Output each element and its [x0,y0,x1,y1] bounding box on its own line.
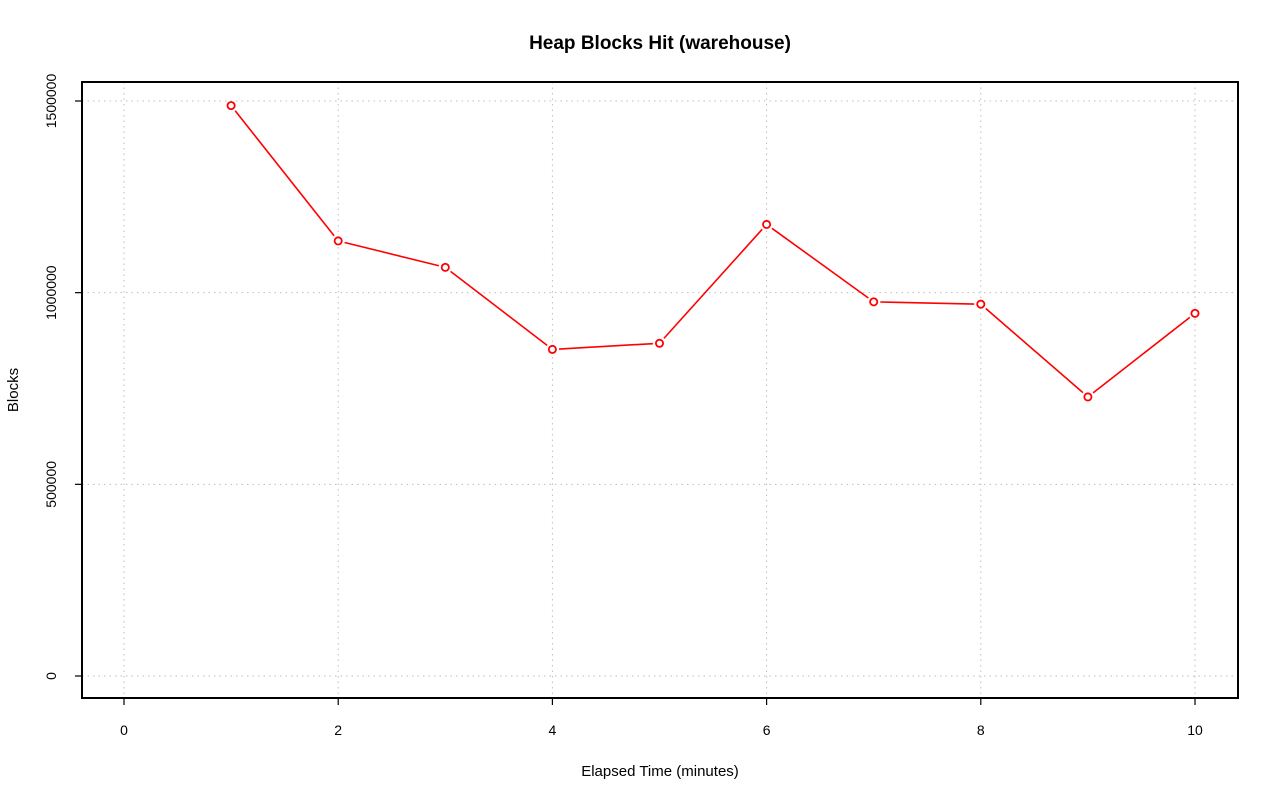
data-point [655,338,665,348]
series-line-segment [450,270,548,347]
data-point [762,219,772,229]
y-tick-label: 1000000 [43,265,59,320]
data-point [869,297,879,307]
data-point [547,344,557,354]
y-tick-label: 0 [43,672,59,680]
data-point [1190,308,1200,318]
data-point [1083,392,1093,402]
data-point [976,299,986,309]
y-axis-label: Blocks [5,368,22,412]
x-tick-label: 6 [763,722,771,738]
series-line-segment [1092,316,1191,394]
x-axis-label: Elapsed Time (minutes) [581,763,739,780]
series-line-segment [234,110,335,237]
y-axis: 0 500000 1000000 1500000 [43,74,83,680]
data-point [333,236,343,246]
x-tick-label: 0 [120,722,128,738]
x-tick-label: 4 [549,722,557,738]
series-line-segment [558,342,653,350]
y-tick-label: 1500000 [43,74,59,129]
plot-frame [81,81,1239,699]
x-tick-label: 2 [334,722,342,738]
series-line-segment [344,241,440,267]
data-point [440,262,450,272]
y-tick-label: 500000 [43,461,59,508]
x-tick-label: 8 [977,722,985,738]
chart-title: Heap Blocks Hit (warehouse) [529,33,791,54]
series-line-segment [880,301,975,305]
x-axis: 0 2 4 6 8 10 [120,697,1203,738]
series-line-segment [985,307,1084,394]
series-line-segment [663,228,763,339]
series-layer [226,101,1200,402]
series-0 [226,101,1200,402]
grid [82,82,1238,698]
series-line-segment [771,227,869,299]
x-tick-label: 10 [1187,722,1203,738]
data-point [226,101,236,111]
